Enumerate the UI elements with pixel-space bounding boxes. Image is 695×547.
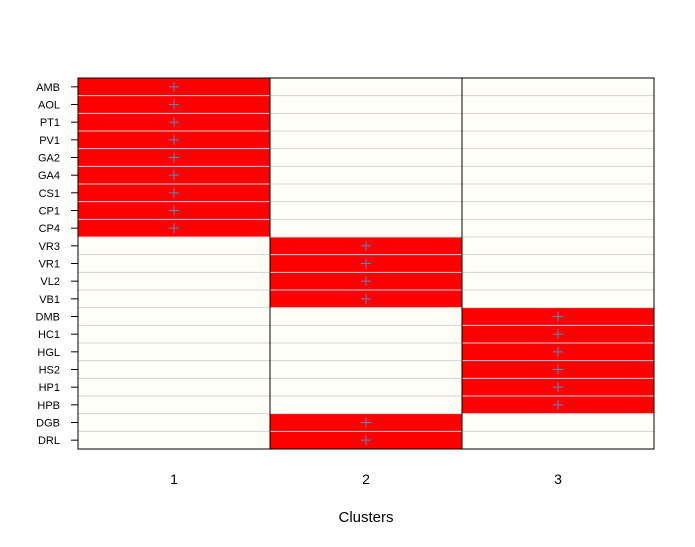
empty-cell [462, 431, 654, 449]
y-tick-label: VR1 [39, 259, 60, 271]
empty-cell [270, 113, 462, 131]
membership-marker [553, 311, 563, 322]
empty-cell [270, 343, 462, 361]
empty-cell [78, 272, 270, 290]
membership-marker [553, 364, 563, 375]
y-tick-label: CP4 [39, 223, 60, 235]
empty-cell [78, 413, 270, 432]
y-tick-label: VL2 [40, 276, 60, 288]
membership-marker [169, 205, 179, 216]
membership-marker [169, 81, 179, 92]
y-tick-label: GA4 [38, 170, 60, 182]
membership-marker [553, 399, 563, 410]
empty-cell [270, 360, 462, 379]
row-separators [78, 95, 654, 432]
empty-cell [462, 95, 654, 114]
membership-marker [169, 223, 179, 234]
membership-marker [553, 382, 563, 393]
empty-cell [462, 272, 654, 290]
y-tick-label: GA2 [38, 153, 60, 165]
empty-cell [270, 148, 462, 167]
empty-cell [462, 254, 654, 273]
y-tick-label: HGL [37, 347, 60, 359]
membership-marker [361, 293, 371, 304]
empty-cell [462, 148, 654, 167]
membership-marker [361, 435, 371, 446]
x-tick-label: 1 [170, 471, 178, 487]
x-axis-title: Clusters [338, 509, 393, 526]
empty-cell [270, 325, 462, 343]
membership-marker [169, 170, 179, 181]
y-tick-label: HS2 [39, 365, 60, 377]
empty-cell [462, 290, 654, 308]
empty-cell [78, 237, 270, 255]
y-tick-label: AMB [36, 82, 60, 94]
empty-cell [270, 78, 462, 96]
membership-marker [169, 187, 179, 198]
empty-cell [270, 307, 462, 326]
empty-cell [78, 431, 270, 449]
y-tick-label: DMB [36, 312, 60, 324]
empty-cell [270, 95, 462, 114]
y-tick-label: AOL [38, 100, 60, 112]
empty-cell [462, 219, 654, 237]
empty-cell [270, 184, 462, 202]
markers-layer [169, 81, 563, 446]
y-tick-label: CP1 [39, 206, 60, 218]
x-tick-label: 3 [554, 471, 562, 487]
empty-cell [270, 131, 462, 149]
empty-cell [78, 307, 270, 326]
membership-marker [361, 240, 371, 251]
empty-cell [270, 396, 462, 414]
empty-cell [78, 360, 270, 379]
empty-cell [78, 325, 270, 343]
empty-cell [462, 201, 654, 220]
empty-cell [462, 78, 654, 96]
empty-cell [462, 131, 654, 149]
membership-marker [169, 117, 179, 128]
y-tick-label: PV1 [39, 135, 60, 147]
membership-marker [553, 346, 563, 357]
empty-cell [462, 413, 654, 432]
empty-cell [270, 219, 462, 237]
empty-cell [462, 184, 654, 202]
y-tick-label: HP1 [39, 382, 60, 394]
empty-cell [78, 290, 270, 308]
membership-marker [169, 134, 179, 145]
empty-cell [78, 396, 270, 414]
empty-cell [462, 237, 654, 255]
x-axis: 1 2 3 [170, 471, 562, 487]
membership-marker [169, 152, 179, 163]
empty-cell [462, 166, 654, 184]
y-tick-label: CS1 [39, 188, 60, 200]
membership-marker [169, 99, 179, 110]
x-tick-label: 2 [362, 471, 370, 487]
membership-marker [361, 258, 371, 269]
y-tick-label: HC1 [38, 329, 60, 341]
empty-cell [78, 343, 270, 361]
empty-cell [78, 378, 270, 396]
y-tick-label: PT1 [40, 117, 60, 129]
y-tick-label: HPB [37, 400, 60, 412]
y-tick-label: DGB [36, 418, 60, 430]
y-axis: AMB AOL PT1 PV1 GA2 GA4 CS1 CP1 CP4 VR3 VR1 VL2 VB1 D… [36, 82, 78, 447]
y-tick-label: VR3 [39, 241, 60, 253]
column-separators [269, 78, 463, 449]
membership-marker [361, 276, 371, 287]
membership-marker [361, 417, 371, 428]
membership-marker [553, 329, 563, 340]
empty-cell [270, 166, 462, 184]
y-tick-label: VB1 [39, 294, 60, 306]
y-tick-label: DRL [38, 435, 60, 447]
empty-cell [270, 378, 462, 396]
empty-cell [270, 201, 462, 220]
empty-cell [78, 254, 270, 273]
empty-cell [462, 113, 654, 131]
